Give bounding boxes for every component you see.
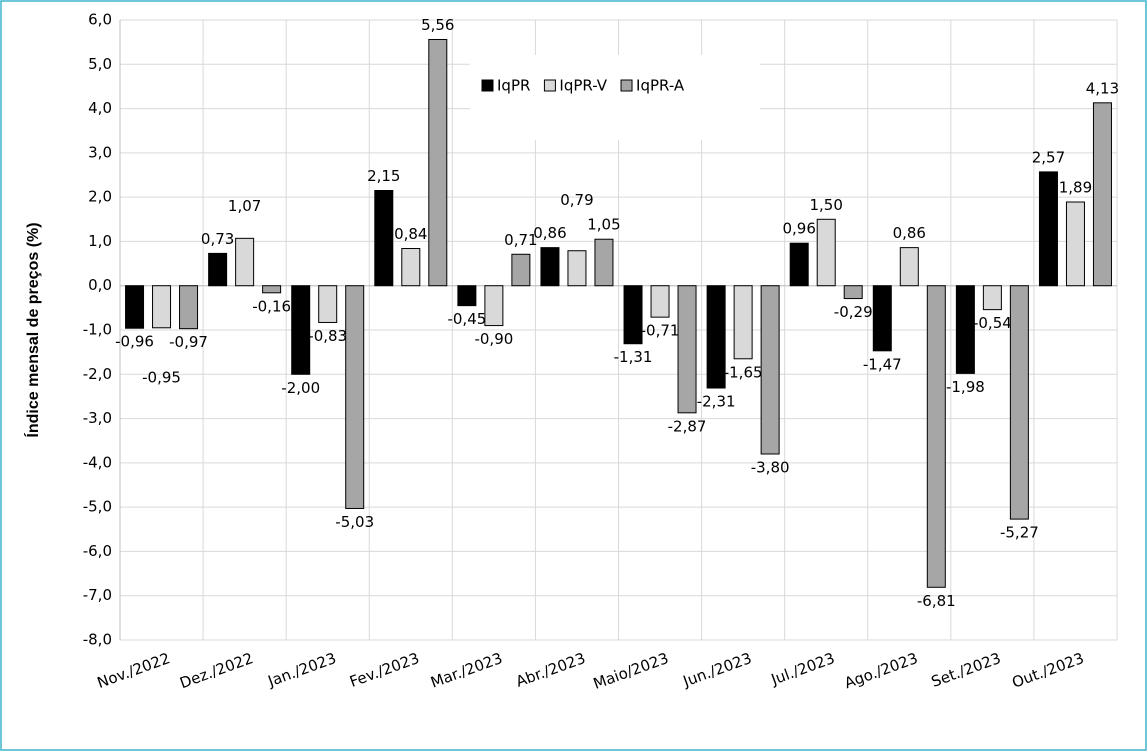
bar (262, 285, 282, 294)
data-label: 0,71 (504, 231, 537, 249)
data-label: -1,65 (724, 363, 763, 381)
data-label: 0,73 (201, 230, 234, 248)
bar (567, 250, 587, 287)
data-label: 0,86 (893, 224, 926, 242)
bar (457, 285, 477, 307)
bar (1009, 285, 1029, 520)
bar (428, 38, 448, 287)
data-label: -0,54 (973, 314, 1012, 332)
bar (484, 285, 504, 327)
bar (955, 285, 975, 374)
y-tick-label: -6,0 (83, 542, 112, 560)
y-tick-label: 5,0 (88, 55, 112, 73)
data-label: 0,96 (783, 220, 816, 238)
bar (179, 285, 199, 330)
bar (1065, 201, 1085, 287)
bar (760, 285, 780, 455)
bar (843, 285, 863, 300)
data-label: -1,31 (614, 348, 653, 366)
legend-label: IqPR-V (559, 77, 607, 95)
bar (125, 285, 145, 329)
data-label: -2,31 (697, 393, 736, 411)
data-label: 0,86 (533, 224, 566, 242)
bar (623, 285, 643, 345)
y-tick-label: 0,0 (88, 276, 112, 294)
bar (291, 285, 311, 375)
bar (733, 285, 753, 360)
y-tick-label: -1,0 (83, 321, 112, 339)
data-label: 0,79 (560, 191, 593, 209)
bar (816, 218, 836, 287)
legend-label: IqPR (497, 77, 530, 95)
data-label: 1,07 (228, 197, 261, 215)
legend-swatch (481, 79, 494, 92)
data-label: 5,56 (421, 16, 454, 34)
data-label: -0,95 (142, 368, 181, 386)
bar (345, 285, 365, 509)
bar (789, 242, 809, 287)
y-tick-label: 4,0 (88, 99, 112, 117)
bar (926, 285, 946, 588)
data-label: -5,03 (335, 513, 374, 531)
y-tick-label: 6,0 (88, 11, 112, 29)
bar (152, 285, 172, 329)
bar (706, 285, 726, 389)
data-label: -2,87 (668, 417, 707, 435)
data-label: 0,84 (394, 225, 427, 243)
data-label: -0,16 (252, 297, 291, 315)
bar (1038, 171, 1058, 287)
data-label: -0,83 (308, 327, 347, 345)
y-tick-label: -7,0 (83, 586, 112, 604)
bar (872, 285, 892, 352)
data-label: -1,47 (863, 355, 902, 373)
bar (540, 247, 560, 287)
data-label: -5,27 (1000, 524, 1039, 542)
y-tick-label: 3,0 (88, 143, 112, 161)
legend-box (470, 55, 760, 140)
bar (318, 285, 338, 323)
data-label: -0,45 (447, 310, 486, 328)
bar (1092, 102, 1112, 287)
y-tick-label: -5,0 (83, 498, 112, 516)
legend-swatch (543, 79, 556, 92)
bar (208, 252, 228, 287)
data-label: -0,96 (115, 333, 154, 351)
y-tick-label: -2,0 (83, 365, 112, 383)
y-tick-label: 1,0 (88, 232, 112, 250)
data-label: -0,90 (474, 330, 513, 348)
data-label: -0,71 (641, 322, 680, 340)
data-label: 1,05 (587, 216, 620, 234)
y-tick-label: -8,0 (83, 631, 112, 649)
data-label: -3,80 (751, 459, 790, 477)
data-label: 2,15 (367, 167, 400, 185)
bar (235, 237, 255, 287)
bar (982, 285, 1002, 311)
bar (677, 285, 697, 414)
legend-swatch (620, 79, 633, 92)
data-label: 1,50 (810, 196, 843, 214)
data-label: 2,57 (1032, 148, 1065, 166)
data-label: -0,29 (834, 303, 873, 321)
data-label: -2,00 (281, 379, 320, 397)
data-label: -6,81 (917, 592, 956, 610)
bar (511, 253, 531, 287)
y-tick-label: 2,0 (88, 188, 112, 206)
bar (650, 285, 670, 318)
bar (374, 190, 394, 287)
bar (594, 238, 614, 287)
y-tick-label: -3,0 (83, 409, 112, 427)
data-label: 4,13 (1086, 79, 1119, 97)
bar (899, 247, 919, 287)
legend-label: IqPR-A (636, 77, 685, 95)
data-label: -1,98 (946, 378, 985, 396)
data-label: 1,89 (1059, 179, 1092, 197)
bar (401, 248, 421, 287)
data-label: -0,97 (169, 333, 208, 351)
y-axis-title: Índice mensal de preços (%) (23, 222, 42, 437)
y-tick-label: -4,0 (83, 453, 112, 471)
